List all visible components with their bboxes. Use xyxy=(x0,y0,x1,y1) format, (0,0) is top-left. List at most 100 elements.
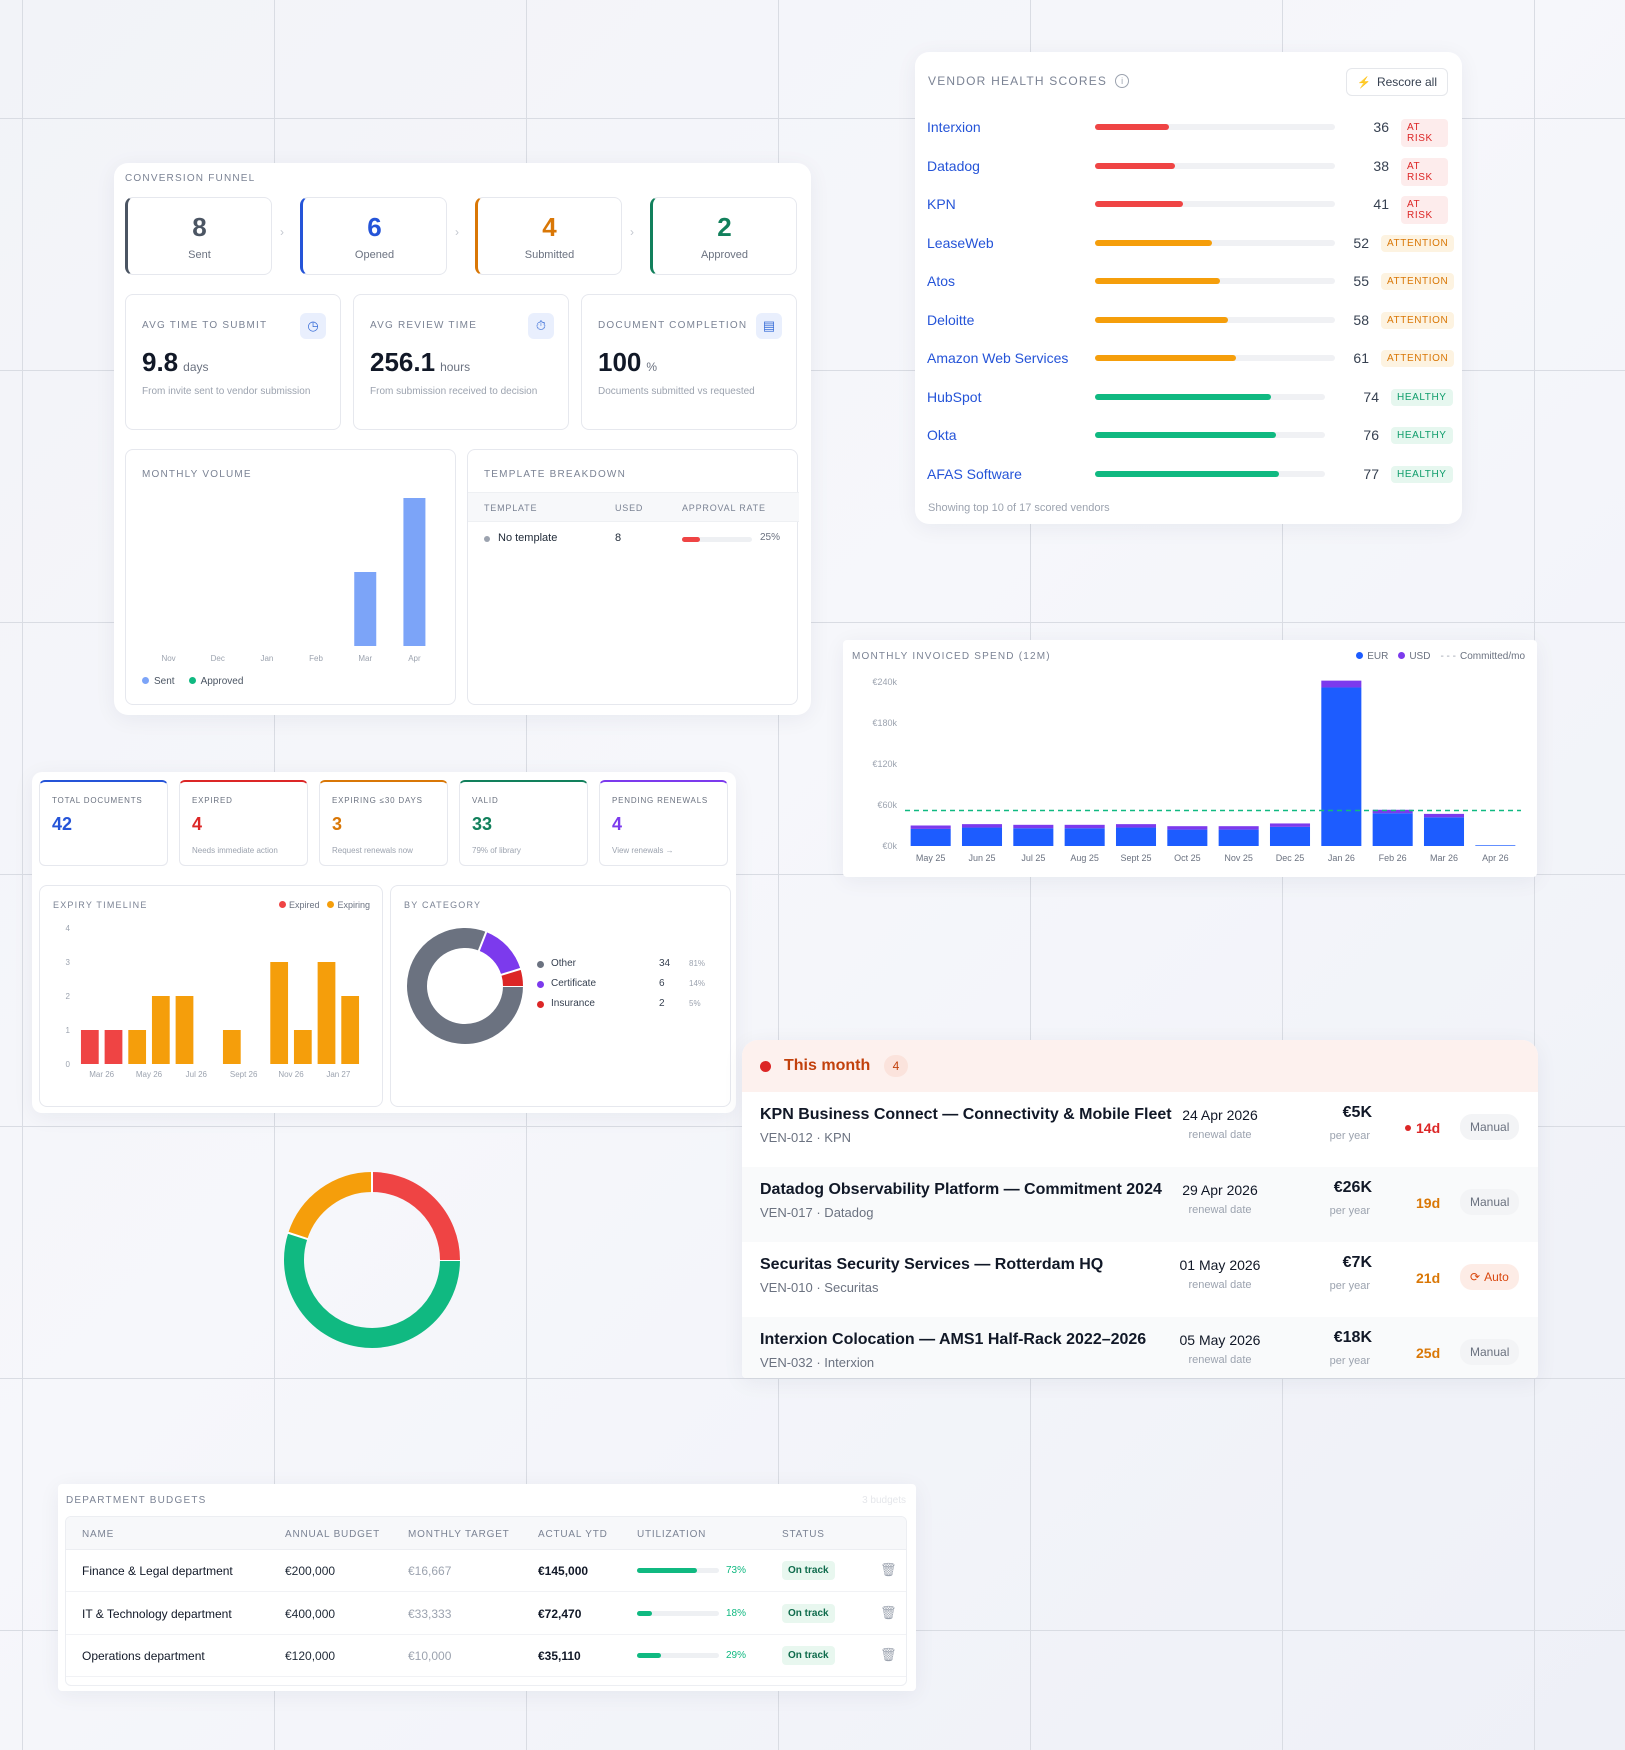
spend-bar-usd[interactable] xyxy=(1064,824,1105,829)
expiry-bar-expiring[interactable] xyxy=(270,962,289,1064)
doc-kpi-1[interactable]: EXPIRED 4 Needs immediate action xyxy=(179,780,308,866)
spend-bar-eur[interactable] xyxy=(1013,828,1054,846)
vendor-row-hubspot[interactable]: HubSpot 74 HEALTHY xyxy=(927,378,1453,416)
spend-bar-usd[interactable] xyxy=(1013,824,1054,829)
vendor-name[interactable]: Amazon Web Services xyxy=(927,350,1069,366)
spend-bar-eur[interactable] xyxy=(1423,817,1465,846)
expiry-bar-expiring[interactable] xyxy=(151,996,170,1064)
category-slice-1[interactable] xyxy=(478,932,521,976)
doc-kpi-3[interactable]: VALID 33 79% of library xyxy=(459,780,588,866)
contract-row[interactable]: KPN Business Connect — Connectivity & Mo… xyxy=(742,1092,1538,1168)
volume-bar-mar[interactable] xyxy=(354,572,377,646)
doc-kpi-subtitle[interactable]: View renewals → xyxy=(612,846,674,855)
rescore-all-button[interactable]: ⚡ Rescore all xyxy=(1346,68,1448,96)
contract-title[interactable]: Interxion Colocation — AMS1 Half-Rack 20… xyxy=(760,1331,1147,1348)
vendor-row-interxion[interactable]: Interxion 36 AT RISK xyxy=(927,108,1448,147)
category-legend-item[interactable]: Certificate 6 14% xyxy=(537,976,722,996)
volume-bar-apr[interactable] xyxy=(403,498,426,646)
spend-bar-usd[interactable] xyxy=(1218,826,1259,830)
expiry-bar-expiring[interactable] xyxy=(317,962,336,1064)
status-slice-2[interactable] xyxy=(371,1172,460,1261)
contract-row[interactable]: Securitas Security Services — Rotterdam … xyxy=(742,1242,1538,1318)
vendor-name[interactable]: AFAS Software xyxy=(927,465,1022,482)
vendor-name[interactable]: KPN xyxy=(927,196,956,212)
trash-icon[interactable]: 🗑 xyxy=(880,1562,897,1577)
spend-bar-eur[interactable] xyxy=(1475,845,1516,846)
vendor-name[interactable]: Okta xyxy=(927,427,957,443)
vendor-row-datadog[interactable]: Datadog 38 AT RISK xyxy=(927,147,1448,186)
vendor-row-deloitte[interactable]: Deloitte 58 ATTENTION xyxy=(927,301,1455,339)
funnel-step-sent[interactable]: 8 Sent xyxy=(125,197,272,275)
spend-bar-usd[interactable] xyxy=(961,824,1003,828)
vendor-row-kpn[interactable]: KPN 41 AT RISK xyxy=(927,185,1448,224)
funnel-step-approved[interactable]: 2 Approved xyxy=(650,197,797,275)
category-slice-0[interactable] xyxy=(407,928,523,1044)
category-slice-2[interactable] xyxy=(501,968,523,987)
trash-icon[interactable]: 🗑 xyxy=(880,1604,897,1620)
auto-renew-badge[interactable]: ⟳ Auto xyxy=(1460,1264,1519,1290)
vendor-name[interactable]: Atos xyxy=(927,273,956,289)
vendor-name[interactable]: Deloitte xyxy=(927,311,975,328)
spend-bar-eur[interactable] xyxy=(1269,826,1311,846)
status-slice-0[interactable] xyxy=(284,1232,460,1348)
contract-title[interactable]: Securitas Security Services — Rotterdam … xyxy=(760,1256,1104,1273)
spend-bar-eur[interactable] xyxy=(1218,829,1259,846)
category-legend-item[interactable]: Other 34 81% xyxy=(537,956,722,976)
category-legend-item[interactable]: Insurance 2 5% xyxy=(537,996,722,1016)
contract-amount-period: per year xyxy=(1329,1280,1370,1292)
manual-renew-badge[interactable]: Manual xyxy=(1460,1189,1520,1215)
spend-bar-eur[interactable] xyxy=(910,828,951,846)
info-icon[interactable]: i xyxy=(1115,74,1130,88)
expiry-bar-expiring[interactable] xyxy=(128,1030,147,1064)
spend-bar-eur[interactable] xyxy=(1115,827,1157,846)
vendor-name[interactable]: HubSpot xyxy=(927,388,982,405)
expiry-bar-expired[interactable] xyxy=(80,1030,99,1064)
contract-title[interactable]: Datadog Observability Platform — Commitm… xyxy=(760,1181,1162,1198)
approval-rate-value: 25% xyxy=(760,532,781,543)
spend-bar-usd[interactable] xyxy=(1167,826,1208,830)
budget-row[interactable]: Operations department €120,000 €10,000 €35,… xyxy=(66,1635,906,1677)
vendor-name[interactable]: Interxion xyxy=(927,119,981,135)
doc-kpi-4[interactable]: PENDING RENEWALS 4 View renewals → xyxy=(599,780,728,866)
manual-renew-badge[interactable]: Manual xyxy=(1460,1114,1520,1140)
spend-bar-eur[interactable] xyxy=(1321,687,1362,846)
expiry-bar-expiring[interactable] xyxy=(293,1030,312,1064)
funnel-step-submitted[interactable]: 4 Submitted xyxy=(475,197,622,275)
spend-bar-usd[interactable] xyxy=(910,825,951,829)
budget-row[interactable]: IT & Technology department €400,000 €33,33… xyxy=(66,1593,906,1635)
doc-kpi-0[interactable]: TOTAL DOCUMENTS 42 xyxy=(39,780,168,866)
spend-bar-eur[interactable] xyxy=(1372,813,1413,846)
manual-renew-badge[interactable]: Manual xyxy=(1460,1339,1520,1365)
spend-bar-usd[interactable] xyxy=(1115,824,1157,828)
vendor-row-leaseweb[interactable]: LeaseWeb 52 ATTENTION xyxy=(927,224,1455,262)
vendor-row-okta[interactable]: Okta 76 HEALTHY xyxy=(927,416,1453,454)
doc-kpi-2[interactable]: EXPIRING ≤30 DAYS 3 Request renewals now xyxy=(319,780,448,866)
vendor-row-atos[interactable]: Atos 55 ATTENTION xyxy=(927,262,1455,300)
group-header[interactable]: This month 4 xyxy=(742,1040,1538,1092)
spend-bar-usd[interactable] xyxy=(1269,823,1311,827)
spend-bar-eur[interactable] xyxy=(1064,828,1105,846)
expiry-bar-expiring[interactable] xyxy=(175,996,194,1064)
expiry-bar-expiring[interactable] xyxy=(222,1030,241,1064)
vendor-name[interactable]: Datadog xyxy=(927,157,980,174)
trash-icon[interactable]: 🗑 xyxy=(880,1647,897,1662)
spend-bar-eur[interactable] xyxy=(961,827,1003,846)
status-slice-1[interactable] xyxy=(288,1172,373,1240)
contract-title[interactable]: KPN Business Connect — Connectivity & Mo… xyxy=(760,1106,1172,1123)
spend-bar-usd[interactable] xyxy=(1321,680,1362,688)
contract-row[interactable]: Datadog Observability Platform — Commitm… xyxy=(742,1167,1538,1243)
budget-row[interactable]: Finance & Legal department €200,000 €16,66… xyxy=(66,1550,906,1592)
vendor-name[interactable]: LeaseWeb xyxy=(927,234,994,251)
template-row[interactable]: No template 8 25% xyxy=(468,522,799,556)
expiry-bar-expired[interactable] xyxy=(104,1030,123,1064)
expiry-bar-expiring[interactable] xyxy=(341,996,360,1064)
spend-bar-usd[interactable] xyxy=(1372,809,1413,814)
vendor-row-amazon-web-services[interactable]: Amazon Web Services 61 ATTENTION xyxy=(927,339,1455,377)
vendor-row-afas-software[interactable]: AFAS Software 77 HEALTHY xyxy=(927,455,1453,493)
funnel-step-opened[interactable]: 6 Opened xyxy=(300,197,447,275)
spend-bar-usd[interactable] xyxy=(1423,813,1465,818)
contract-row[interactable]: Interxion Colocation — AMS1 Half-Rack 20… xyxy=(742,1317,1538,1378)
legend-approved: Approved xyxy=(188,676,243,687)
spend-bar-eur[interactable] xyxy=(1167,829,1208,846)
spend-x-tick: Jan 26 xyxy=(1328,853,1355,863)
